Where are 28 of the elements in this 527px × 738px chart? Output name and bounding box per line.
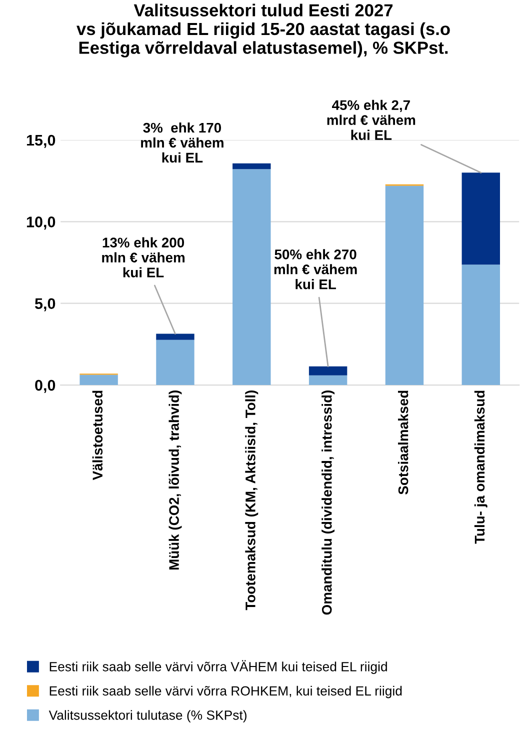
legend-label: Valitsussektori tulutase (% SKPst) bbox=[48, 710, 246, 722]
x-tick-label: Müük (CO2, lõivud, trahvid) bbox=[168, 390, 182, 570]
x-tick-label: Tootemaksud (KM, Aktsiisid, Toll) bbox=[245, 390, 258, 610]
y-tick-label: 0,0 bbox=[35, 380, 56, 393]
bar bbox=[308, 375, 348, 386]
chart-title: Valitsussektori tulud Eesti 2027 vs jõukamad EL riigid 15-20 aastat tagasi (s.o Eestiga võrreldaval elatustasemel), % SKPst. bbox=[76, 4, 450, 58]
bar bbox=[308, 366, 348, 376]
bar bbox=[80, 374, 118, 386]
annotation: 13% ehk 200 mln € vähem kui EL bbox=[102, 237, 184, 278]
legend-label: Eesti riik saab selle värvi võrra VÄHEM kui teised EL riigid bbox=[50, 660, 387, 674]
x-tick-label: Sotsiaalmaksed bbox=[398, 390, 408, 494]
bar bbox=[156, 334, 194, 340]
y-tick-label: 15,0 bbox=[26, 134, 56, 148]
bar bbox=[462, 264, 500, 386]
annotation: 45% ehk 2,7 mlrd € vähem kui EL bbox=[327, 100, 416, 140]
annotation: 3% ehk 170 mln € vähem kui EL bbox=[141, 122, 224, 163]
x-tick-label: Välistoetused bbox=[92, 390, 103, 480]
bar bbox=[232, 163, 271, 170]
y-tick-label: 5,0 bbox=[34, 298, 56, 312]
bar bbox=[156, 340, 194, 386]
bar bbox=[232, 169, 271, 386]
bar bbox=[385, 186, 424, 386]
bar bbox=[462, 172, 500, 265]
legend-label: Eesti riik saab selle värvi võrra ROHKEM, kui teised EL riigid bbox=[50, 686, 402, 698]
x-tick-label: Tulu- ja omandimaksud bbox=[474, 390, 488, 544]
annotation: 50% ehk 270 mln € vähem kui EL bbox=[274, 249, 357, 290]
x-tick-label: Omanditulu (dividendid, intressid) bbox=[322, 390, 335, 615]
y-tick-label: 10,0 bbox=[26, 216, 56, 230]
